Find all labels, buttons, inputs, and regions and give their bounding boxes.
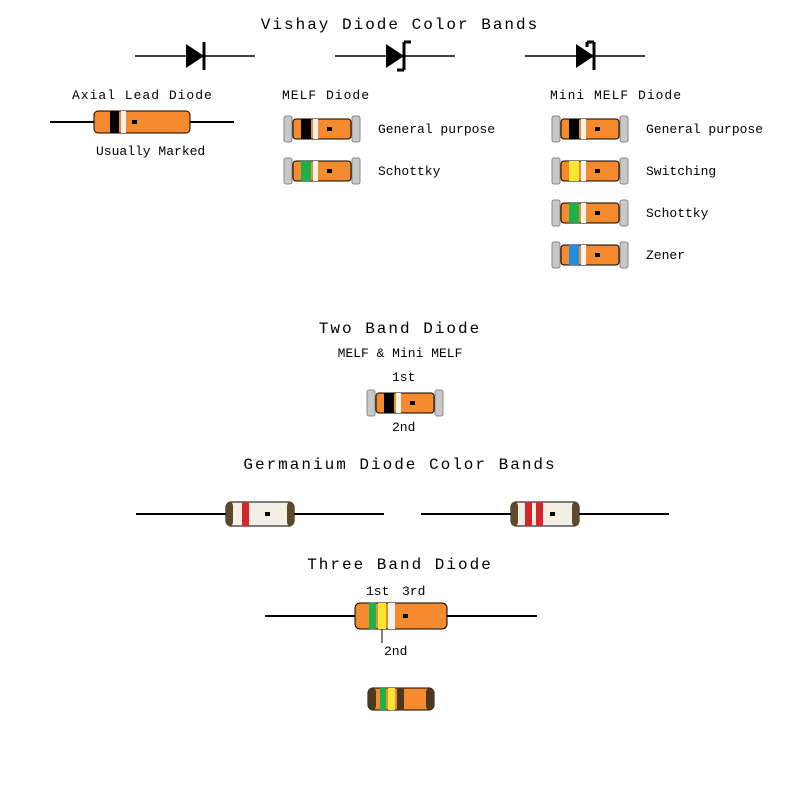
diode-type-label: Zener xyxy=(646,248,685,263)
three-band-title: Three Band Diode xyxy=(0,556,800,574)
diode-row: Zener xyxy=(550,234,763,276)
diode-row: General purpose xyxy=(550,108,763,150)
melf-column: General purpose Schottky xyxy=(282,108,495,192)
diode-row: Schottky xyxy=(550,192,763,234)
page-title: Vishay Diode Color Bands xyxy=(0,16,800,34)
first-label: 1st xyxy=(392,370,415,385)
diode-type-label: Schottky xyxy=(378,164,440,179)
three-first-label: 1st xyxy=(366,584,389,599)
two-band-title: Two Band Diode xyxy=(0,320,800,338)
melf-package xyxy=(550,114,632,144)
diode-type-label: General purpose xyxy=(646,122,763,137)
usually-marked-label: Usually Marked xyxy=(96,144,205,159)
two-band-subtitle: MELF & Mini MELF xyxy=(0,346,800,361)
three-third-label: 3rd xyxy=(402,584,425,599)
melf-package xyxy=(550,240,632,270)
melf-package xyxy=(550,156,632,186)
diode-row: Switching xyxy=(550,150,763,192)
three-band-small xyxy=(366,686,436,712)
melf-label: MELF Diode xyxy=(282,88,370,103)
diode-row: General purpose xyxy=(282,108,495,150)
diode-type-label: General purpose xyxy=(378,122,495,137)
two-band-diode xyxy=(365,388,447,418)
germanium-row xyxy=(0,494,800,534)
second-label: 2nd xyxy=(392,420,415,435)
diode-type-label: Schottky xyxy=(646,206,708,221)
mini-melf-column: General purpose Switching Schottky Zener xyxy=(550,108,763,276)
diode-row: Schottky xyxy=(282,150,495,192)
diode-symbols-row xyxy=(0,36,800,76)
melf-package xyxy=(282,114,364,144)
melf-package xyxy=(282,156,364,186)
three-second-label: 2nd xyxy=(384,644,407,659)
germanium-title: Germanium Diode Color Bands xyxy=(0,456,800,474)
mini-melf-label: Mini MELF Diode xyxy=(550,88,682,103)
axial-diode xyxy=(50,108,234,136)
melf-package xyxy=(550,198,632,228)
axial-lead-label: Axial Lead Diode xyxy=(72,88,213,103)
diode-type-label: Switching xyxy=(646,164,716,179)
